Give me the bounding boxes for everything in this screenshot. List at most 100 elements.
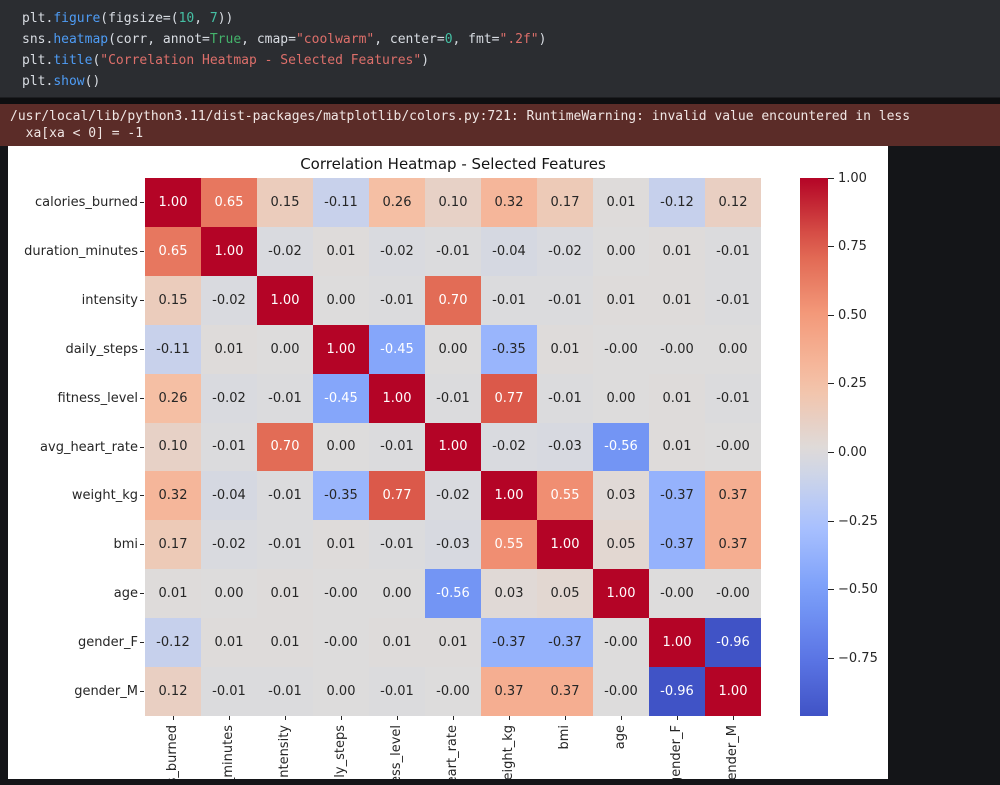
heatmap-cell: 0.77 xyxy=(369,471,425,521)
heatmap-cell: 1.00 xyxy=(649,618,705,668)
heatmap-cell: 0.65 xyxy=(145,226,201,276)
heatmap-cell: 0.65 xyxy=(201,178,257,227)
heatmap-cell: -0.02 xyxy=(201,373,257,423)
heatmap-cell: -0.01 xyxy=(369,667,425,717)
x-axis-label: gender_M xyxy=(725,725,740,779)
heatmap-cell: 0.01 xyxy=(593,178,649,227)
colorbar-tick-label: 0.50 xyxy=(838,307,867,323)
colorbar-tick-label: 1.00 xyxy=(838,170,867,186)
x-axis-label: calories_burned xyxy=(165,725,180,779)
heatmap-cell: 0.70 xyxy=(425,275,481,325)
heatmap-cell: 1.00 xyxy=(313,324,369,374)
heatmap-cell: 0.55 xyxy=(537,471,593,521)
code-line: sns.heatmap(corr, annot=True, cmap="cool… xyxy=(22,32,547,47)
heatmap-cell: -0.01 xyxy=(369,275,425,325)
runtime-warning-output: /usr/local/lib/python3.11/dist-packages/… xyxy=(0,104,1000,146)
heatmap-cell: -0.45 xyxy=(313,373,369,423)
heatmap-cell: 1.00 xyxy=(593,569,649,619)
x-tick xyxy=(340,716,342,720)
x-axis-label: fitness_level xyxy=(389,725,404,779)
y-axis-label: avg_heart_rate xyxy=(40,439,138,455)
heatmap-cell: 0.01 xyxy=(313,226,369,276)
heatmap-cell: -0.03 xyxy=(537,422,593,471)
x-tick xyxy=(564,716,566,720)
heatmap-cell: -0.37 xyxy=(481,618,537,668)
x-tick xyxy=(620,716,622,720)
heatmap-cell: 0.03 xyxy=(481,569,537,619)
x-axis-label: bmi xyxy=(557,725,572,750)
heatmap-cell: 0.37 xyxy=(537,667,593,717)
code-line: plt.show() xyxy=(22,74,101,89)
warning-line-1: /usr/local/lib/python3.11/dist-packages/… xyxy=(10,109,911,124)
x-tick xyxy=(508,716,510,720)
x-axis-label: age xyxy=(613,725,628,750)
heatmap-cell: -0.03 xyxy=(425,520,481,570)
heatmap-cell: 0.01 xyxy=(145,569,201,619)
heatmap-cell: -0.11 xyxy=(313,178,369,227)
colorbar-tick xyxy=(828,246,834,248)
heatmap-cell: 1.00 xyxy=(369,373,425,423)
heatmap-cell: -0.12 xyxy=(649,178,705,227)
heatmap-cell: 0.01 xyxy=(593,275,649,325)
heatmap-cell: -0.35 xyxy=(481,324,537,374)
heatmap-cell: -0.45 xyxy=(369,324,425,374)
heatmap-cell: 0.01 xyxy=(201,324,257,374)
heatmap-cell: -0.01 xyxy=(369,520,425,570)
heatmap-cell: -0.01 xyxy=(425,373,481,423)
heatmap-cell: -0.56 xyxy=(425,569,481,619)
colorbar-tick xyxy=(828,657,834,659)
y-tick xyxy=(140,446,144,448)
colorbar-tick-label: −0.75 xyxy=(838,650,878,666)
code-lines: plt.figure(figsize=(10, 7)) sns.heatmap(c… xyxy=(22,8,1000,92)
y-axis-label: intensity xyxy=(81,292,138,308)
y-axis-label: age xyxy=(113,586,138,602)
heatmap-cell: -0.00 xyxy=(425,667,481,717)
heatmap-cell: 0.00 xyxy=(705,324,761,374)
heatmap-cell: 0.00 xyxy=(369,569,425,619)
y-axis-label: fitness_level xyxy=(57,390,138,406)
heatmap-cell: 1.00 xyxy=(481,471,537,521)
colorbar-tick-label: −0.50 xyxy=(838,582,878,598)
heatmap-cell: -0.00 xyxy=(313,569,369,619)
code-line: plt.title("Correlation Heatmap - Selecte… xyxy=(22,53,430,68)
heatmap-cell: 0.00 xyxy=(313,275,369,325)
x-axis-label: intensity xyxy=(277,725,292,779)
colorbar-tick-label: −0.25 xyxy=(838,513,878,529)
heatmap-cell: 1.00 xyxy=(537,520,593,570)
heatmap-cell: 0.37 xyxy=(481,667,537,717)
y-tick xyxy=(140,593,144,595)
x-axis-label: daily_steps xyxy=(333,725,348,779)
colorbar-tick xyxy=(828,520,834,522)
heatmap-cell: -0.02 xyxy=(257,226,313,276)
heatmap-cell: -0.37 xyxy=(649,471,705,521)
heatmap-cell: -0.00 xyxy=(593,324,649,374)
code-line: plt.figure(figsize=(10, 7)) xyxy=(22,11,234,26)
heatmap-cell: 0.01 xyxy=(313,520,369,570)
heatmap-cell: 0.17 xyxy=(145,520,201,570)
heatmap-cell: -0.01 xyxy=(425,226,481,276)
heatmap-cell: -0.01 xyxy=(201,422,257,471)
y-axis-label: duration_minutes xyxy=(24,243,138,259)
colorbar-tick xyxy=(828,589,834,591)
heatmap-cell: 0.01 xyxy=(369,618,425,668)
heatmap-cell: 0.32 xyxy=(481,178,537,227)
x-axis-label: weight_kg xyxy=(501,725,516,779)
heatmap-figure-output: Correlation Heatmap - Selected Features … xyxy=(8,146,888,779)
y-axis-label: bmi xyxy=(113,537,138,553)
colorbar-tick xyxy=(828,314,834,316)
heatmap-cell: -0.00 xyxy=(593,667,649,717)
x-tick xyxy=(676,716,678,720)
heatmap-cell: -0.01 xyxy=(705,275,761,325)
heatmap-cell: 0.00 xyxy=(313,667,369,717)
heatmap-cell: -0.37 xyxy=(537,618,593,668)
heatmap-cell: -0.04 xyxy=(481,226,537,276)
heatmap-cell: 0.77 xyxy=(481,373,537,423)
heatmap-cell: -0.02 xyxy=(425,471,481,521)
heatmap-cell: -0.01 xyxy=(537,275,593,325)
heatmap-cell: 0.01 xyxy=(425,618,481,668)
heatmap-cell: 0.10 xyxy=(425,178,481,227)
heatmap-cell: -0.02 xyxy=(369,226,425,276)
colorbar-tick-label: 0.75 xyxy=(838,239,867,255)
code-cell-editor[interactable]: plt.figure(figsize=(10, 7)) sns.heatmap(c… xyxy=(0,0,1000,98)
heatmap-cell: -0.01 xyxy=(705,373,761,423)
